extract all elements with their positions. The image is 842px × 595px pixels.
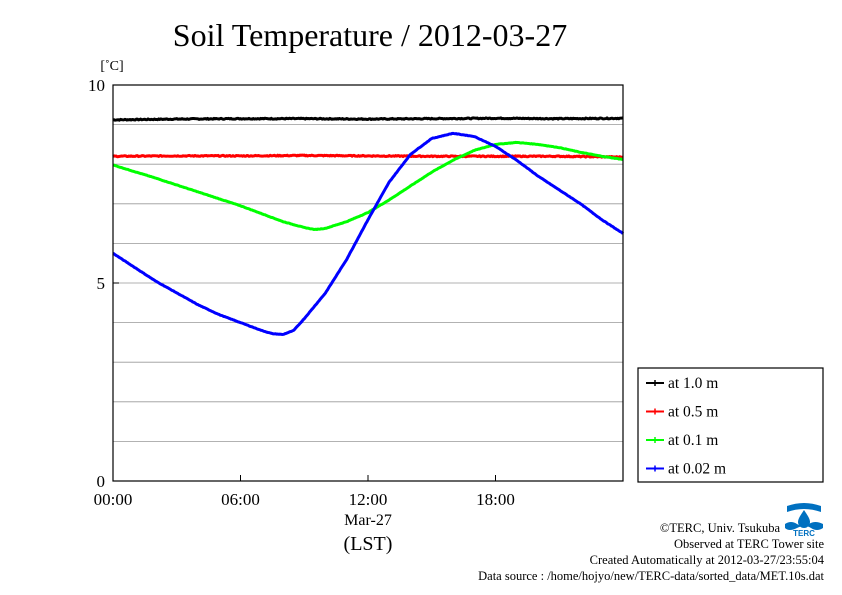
series-line-0 <box>112 116 624 122</box>
series-line-1 <box>112 153 624 159</box>
legend-label: at 0.1 m <box>668 432 718 449</box>
y-tick-label: 5 <box>97 274 106 293</box>
y-tick-label: 0 <box>97 472 106 491</box>
grid-lines <box>113 124 623 442</box>
legend-label: at 1.0 m <box>668 375 718 392</box>
x-tick-label: 00:00 <box>94 490 133 509</box>
terc-logo-icon: TERC <box>783 502 825 538</box>
legend-label: at 0.02 m <box>668 461 726 478</box>
credits: ©TERC, Univ. Tsukuba Observed at TERC To… <box>478 520 824 584</box>
legend-box <box>637 367 824 483</box>
date-label: Mar-27 <box>344 512 392 529</box>
legend-label: at 0.5 m <box>668 404 718 421</box>
created-text: Created Automatically at 2012-03-27/23:5… <box>589 553 824 567</box>
x-tick-labels: 00:00 06:00 12:00 18:00 <box>94 475 515 509</box>
y-axis-label: [˚C] <box>100 59 123 74</box>
observed-text: Observed at TERC Tower site <box>673 537 824 551</box>
y-tick-label: 10 <box>88 76 105 95</box>
x-tick-label: 12:00 <box>349 490 388 509</box>
copyright-text: ©TERC, Univ. Tsukuba <box>659 521 780 535</box>
chart-title: Soil Temperature / 2012-03-27 <box>173 17 567 53</box>
legend: at 1.0 m at 0.5 m at 0.1 m at 0.02 m <box>637 367 824 483</box>
x-tick-label: 06:00 <box>221 490 260 509</box>
series-line-3 <box>112 131 625 336</box>
svg-text:TERC: TERC <box>793 529 815 538</box>
y-tick-labels: 0 5 10 <box>88 76 119 491</box>
x-axis-label: (LST) <box>344 533 393 555</box>
x-tick-label: 18:00 <box>476 490 515 509</box>
series-layer <box>112 116 625 336</box>
series-line-2 <box>112 140 624 231</box>
source-text: Data source : /home/hojyo/new/TERC-data/… <box>478 569 824 583</box>
